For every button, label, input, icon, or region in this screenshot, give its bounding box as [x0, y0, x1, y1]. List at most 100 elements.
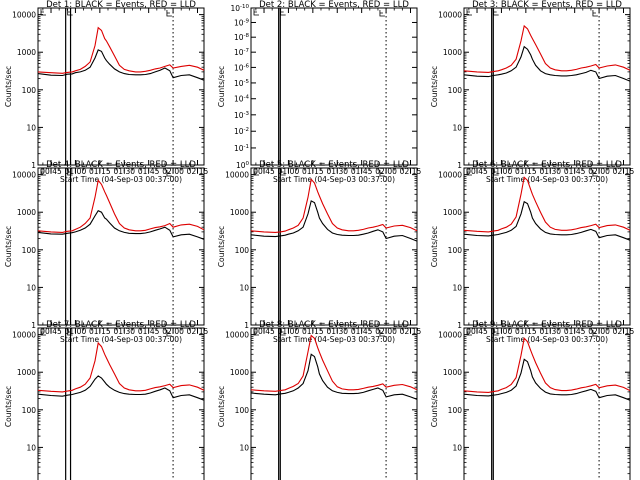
y-axis-label: Counts/sec — [217, 226, 226, 267]
x-axis-label: Start Time (04-Sep-03 00:37:00) — [273, 175, 395, 184]
y-tick-label: 10-9 — [234, 18, 250, 27]
bracket-mark — [253, 329, 259, 336]
y-tick-label: 10 — [452, 443, 462, 452]
y-tick-label: 1 — [244, 321, 249, 330]
y-tick-label: 10000 — [12, 11, 36, 20]
series-line-events — [37, 375, 205, 401]
y-tick-label: 1 — [31, 321, 36, 330]
y-tick-label: 10 — [26, 123, 36, 132]
panel-title: Det 8: BLACK = Events, RED = LLD — [259, 320, 409, 330]
bracket-mark — [379, 10, 385, 17]
bracket-mark — [166, 330, 172, 337]
y-axis-label: Counts/sec — [430, 66, 439, 107]
y-tick-label: 10 — [452, 123, 462, 132]
detector-panel-6: Det 6: BLACK = Events, RED = LLD 1 10 100 10… — [430, 160, 635, 344]
y-tick-label: 1000 — [17, 48, 36, 57]
bracket-mark — [466, 329, 472, 336]
bracket-mark — [67, 169, 73, 176]
y-tick-label: 10 — [452, 283, 462, 292]
y-tick-label: 10 — [239, 283, 249, 292]
panel-title: Det 7: BLACK = Events, RED = LLD — [46, 320, 196, 330]
panel-title: Det 1: BLACK = Events, RED = LLD — [46, 0, 196, 10]
y-tick-label: 100 — [235, 406, 250, 415]
x-axis-label: Start Time (04-Sep-03 00:37:00) — [486, 175, 608, 184]
plot-frame — [37, 7, 205, 166]
detector-panel-7: Det 7: BLACK = Events, RED = LLD 1 10 100 10… — [4, 320, 205, 480]
y-tick-label: 1000 — [443, 48, 462, 57]
series-line-events — [250, 353, 418, 400]
y-tick-label: 100 — [448, 86, 463, 95]
y-axis-label: Counts/sec — [4, 386, 13, 427]
bracket-mark — [40, 9, 46, 16]
y-tick-label: 10000 — [12, 331, 36, 340]
y-axis-label: Counts/sec — [430, 386, 439, 427]
series-line-lld — [463, 176, 631, 233]
series-line-lld — [37, 26, 205, 74]
panel-title: Det 3: BLACK = Events, RED = LLD — [472, 0, 622, 10]
y-tick-label: 1 — [457, 161, 462, 170]
plot-frame — [463, 327, 631, 480]
series-line-lld — [250, 178, 418, 233]
y-tick-label: 1000 — [230, 368, 249, 377]
y-tick-label: 10-3 — [234, 111, 250, 120]
bracket-mark — [40, 169, 46, 176]
detector-panel-1: Det 1: BLACK = Events, RED = LLD 1 10 100 10… — [4, 0, 209, 184]
bracket-mark — [592, 330, 598, 337]
bracket-mark — [592, 10, 598, 17]
bracket-mark — [493, 9, 499, 16]
series-line-lld — [463, 24, 631, 73]
bracket-mark — [379, 170, 385, 177]
y-tick-label: 100 — [448, 406, 463, 415]
y-tick-label: 10-5 — [234, 79, 250, 88]
detector-panel-8: Det 8: BLACK = Events, RED = LLD 1 10 100 10… — [217, 320, 418, 480]
y-axis-label: Counts/sec — [4, 66, 13, 107]
detector-panel-2: Det 2: BLACK = Events, RED = LLD 100 10-1 1… — [217, 0, 422, 184]
bracket-mark — [280, 329, 286, 336]
detector-panel-3: Det 3: BLACK = Events, RED = LLD 1 10 100 10… — [430, 0, 635, 184]
series-line-events — [37, 209, 205, 240]
panel-title: Det 6: BLACK = Events, RED = LLD — [472, 160, 622, 170]
y-tick-label: 1000 — [443, 368, 462, 377]
series-line-events — [463, 200, 631, 241]
series-line-lld — [37, 341, 205, 393]
bracket-mark — [67, 9, 73, 16]
detector-panel-4: Det 4: BLACK = Events, RED = LLD 1 10 100 10… — [4, 160, 209, 344]
y-tick-label: 100 — [236, 161, 250, 170]
y-tick-label: 1 — [457, 321, 462, 330]
series-line-events — [463, 358, 631, 401]
bracket-mark — [280, 9, 286, 16]
y-axis-label: Counts/sec — [430, 226, 439, 267]
bracket-mark — [466, 9, 472, 16]
plot-frame — [463, 167, 631, 326]
y-tick-label: 1000 — [17, 208, 36, 217]
y-tick-label: 10-8 — [234, 33, 250, 42]
y-tick-label: 10000 — [12, 171, 36, 180]
plot-frame — [250, 167, 418, 326]
y-tick-label: 10 — [26, 443, 36, 452]
panel-title: Det 4: BLACK = Events, RED = LLD — [46, 160, 196, 170]
y-tick-label: 10 — [239, 443, 249, 452]
y-tick-label: 10-10 — [230, 4, 249, 13]
y-tick-label: 1000 — [443, 208, 462, 217]
plot-frame — [250, 327, 418, 480]
y-tick-label: 1000 — [17, 368, 36, 377]
y-axis-label: Counts/sec — [217, 66, 226, 107]
series-line-events — [37, 49, 205, 81]
x-axis-label: Start Time (04-Sep-03 00:37:00) — [273, 335, 395, 344]
y-tick-label: 10000 — [438, 171, 462, 180]
bracket-mark — [379, 330, 385, 337]
y-tick-label: 10-4 — [234, 95, 250, 104]
y-axis-label: Counts/sec — [4, 226, 13, 267]
series-line-lld — [463, 337, 631, 393]
panel-title: Det 9: BLACK = Events, RED = LLD — [472, 320, 622, 330]
y-tick-label: 10000 — [225, 171, 249, 180]
plot-frame — [37, 327, 205, 480]
bracket-mark — [253, 169, 259, 176]
bracket-mark — [166, 170, 172, 177]
y-tick-label: 100 — [22, 406, 37, 415]
y-tick-label: 100 — [22, 246, 37, 255]
bracket-mark — [592, 170, 598, 177]
y-tick-label: 10-6 — [234, 63, 250, 72]
series-line-events — [250, 200, 418, 242]
series-line-lld — [37, 179, 205, 233]
